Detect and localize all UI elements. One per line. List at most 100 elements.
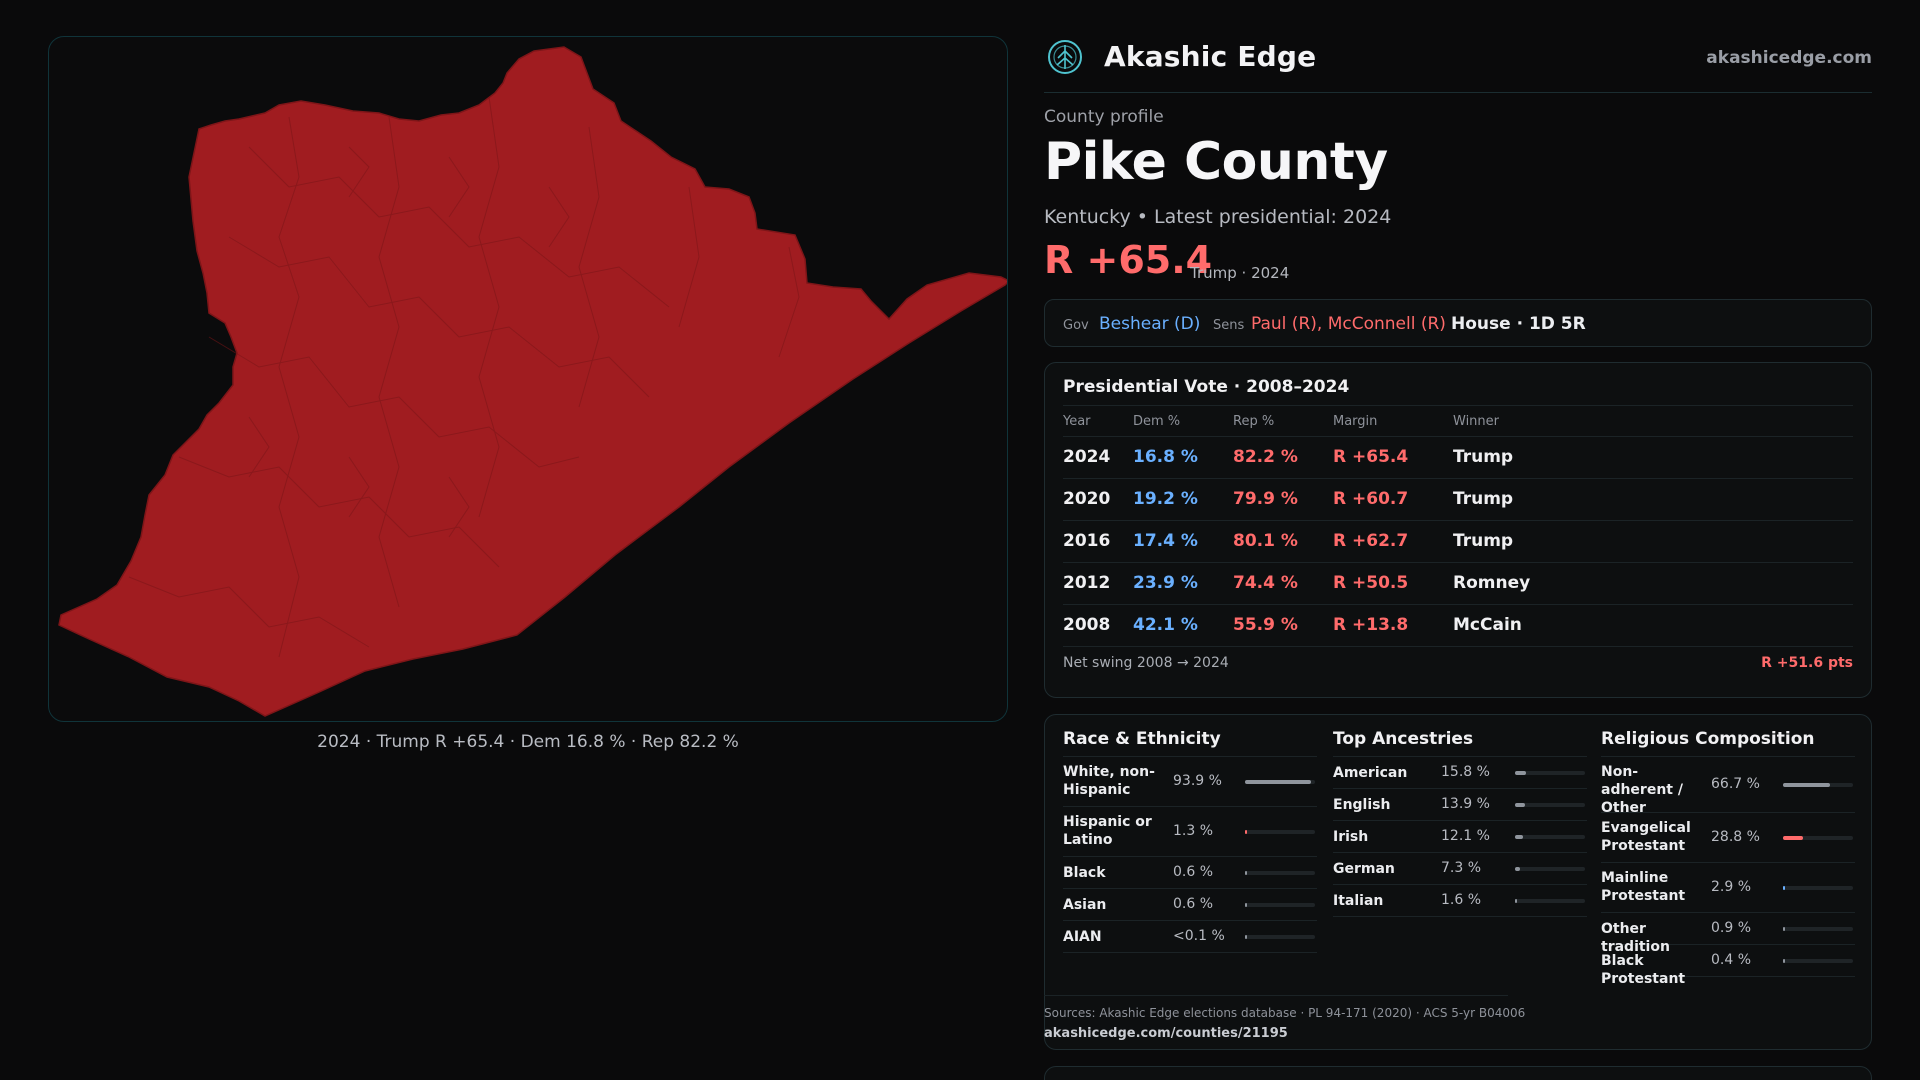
gov-label: Gov: [1063, 318, 1089, 333]
demo-value: 93.9 %: [1173, 773, 1222, 789]
demo-row: Black 0.6 %: [1063, 857, 1317, 889]
demo-row: American 15.8 %: [1333, 757, 1587, 789]
demo-value: 7.3 %: [1441, 860, 1482, 876]
row-year: 2016: [1063, 531, 1111, 551]
demo-value: 15.8 %: [1441, 764, 1490, 780]
demo-row: Non-adherent / Other 66.7 %: [1601, 757, 1855, 816]
brand-name[interactable]: Akashic Edge: [1104, 40, 1317, 73]
demo-value: 0.6 %: [1173, 896, 1214, 912]
house-delegation: House · 1D 5R: [1451, 314, 1586, 334]
demo-row: Hispanic or Latino 1.3 %: [1063, 807, 1317, 857]
ancestry-section: Top Ancestries American 15.8 % English 13.9…: [1333, 729, 1587, 917]
demo-bar-track: [1783, 959, 1853, 963]
row-dem: 19.2 %: [1133, 489, 1198, 509]
table-row: 2012 23.9 % 74.4 % R +50.5 Romney: [1063, 563, 1853, 605]
table-row: 2008 42.1 % 55.9 % R +13.8 McCain: [1063, 605, 1853, 647]
header-dem: Dem %: [1133, 414, 1181, 429]
demo-row: Italian 1.6 %: [1333, 885, 1587, 917]
demo-row: White, non-Hispanic 93.9 %: [1063, 757, 1317, 807]
demo-bar-fill: [1245, 935, 1247, 939]
map-caption: 2024 · Trump R +65.4 · Dem 16.8 % · Rep …: [317, 732, 739, 752]
demo-value: 28.8 %: [1711, 829, 1760, 845]
demo-value: 1.3 %: [1173, 823, 1214, 839]
demo-bar-track: [1783, 927, 1853, 931]
demo-label: English: [1333, 797, 1391, 813]
sens-value: Paul (R), McConnell (R): [1251, 314, 1446, 334]
demo-bar-track: [1245, 935, 1315, 939]
demo-value: 13.9 %: [1441, 796, 1490, 812]
headline-margin: R +65.4: [1044, 238, 1213, 282]
demo-label: AIAN: [1063, 929, 1102, 945]
religion-section: Religious Composition Non-adherent / Oth…: [1601, 729, 1855, 987]
demo-bar-track: [1245, 780, 1315, 784]
header-year: Year: [1063, 414, 1091, 429]
row-winner: Trump: [1453, 531, 1514, 551]
net-swing: Net swing 2008 → 2024 R +51.6 pts: [1063, 655, 1853, 671]
demo-row: Irish 12.1 %: [1333, 821, 1587, 853]
demo-value: <0.1 %: [1173, 928, 1225, 944]
demo-value: 0.4 %: [1711, 952, 1752, 968]
demo-bar-fill: [1245, 780, 1311, 784]
net-swing-label: Net swing 2008 → 2024: [1063, 655, 1229, 671]
precinct-lines: [128, 96, 800, 658]
divider: [1044, 995, 1508, 996]
row-year: 2008: [1063, 615, 1111, 635]
demo-bar-track: [1245, 830, 1315, 834]
demo-label: White, non-Hispanic: [1063, 764, 1155, 798]
demo-label: Black Protestant: [1601, 953, 1686, 987]
demo-value: 12.1 %: [1441, 828, 1490, 844]
table-header: Year Dem % Rep % Margin Winner: [1063, 405, 1853, 437]
row-margin: R +60.7: [1333, 489, 1409, 509]
demo-bar-track: [1515, 771, 1585, 775]
demo-bar-track: [1783, 783, 1853, 787]
row-winner: McCain: [1453, 615, 1522, 635]
row-rep: 74.4 %: [1233, 573, 1298, 593]
demo-row: German 7.3 %: [1333, 853, 1587, 885]
sources-link[interactable]: akashicedge.com/counties/21195: [1044, 1026, 1288, 1041]
demo-row: English 13.9 %: [1333, 789, 1587, 821]
demo-value: 1.6 %: [1441, 892, 1482, 908]
demo-bar-fill: [1783, 836, 1803, 840]
county-map[interactable]: [48, 36, 1008, 722]
next-card: [1044, 1066, 1872, 1080]
tree-of-life-icon[interactable]: [1046, 38, 1084, 76]
demo-label: Black: [1063, 865, 1106, 881]
demo-label: American: [1333, 765, 1408, 781]
demo-value: 66.7 %: [1711, 776, 1760, 792]
demo-row: Asian 0.6 %: [1063, 889, 1317, 921]
demo-bar-fill: [1515, 835, 1523, 839]
demo-value: 0.9 %: [1711, 920, 1752, 936]
demo-bar-track: [1515, 835, 1585, 839]
table-row: 2016 17.4 % 80.1 % R +62.7 Trump: [1063, 521, 1853, 563]
demo-row: Evangelical Protestant 28.8 %: [1601, 813, 1855, 863]
demo-bar-track: [1515, 899, 1585, 903]
row-margin: R +65.4: [1333, 447, 1409, 467]
demo-label: German: [1333, 861, 1395, 877]
religion-title: Religious Composition: [1601, 729, 1855, 757]
demo-bar-track: [1515, 867, 1585, 871]
ancestry-title: Top Ancestries: [1333, 729, 1587, 757]
pike-county-shape[interactable]: [58, 46, 1008, 717]
demo-row: AIAN <0.1 %: [1063, 921, 1317, 953]
row-year: 2024: [1063, 447, 1111, 467]
row-dem: 17.4 %: [1133, 531, 1198, 551]
row-dem: 16.8 %: [1133, 447, 1198, 467]
demo-bar-fill: [1245, 871, 1247, 875]
demo-label: Irish: [1333, 829, 1369, 845]
county-map-svg: [58, 46, 1008, 717]
row-margin: R +13.8: [1333, 615, 1409, 635]
demo-label: Non-adherent / Other: [1601, 764, 1683, 816]
demo-bar-fill: [1245, 830, 1247, 834]
row-winner: Trump: [1453, 447, 1514, 467]
demo-bar-track: [1783, 836, 1853, 840]
sources-note: Sources: Akashic Edge elections database…: [1044, 1006, 1526, 1020]
brand-url[interactable]: akashicedge.com: [1706, 48, 1872, 68]
header-margin: Margin: [1333, 414, 1378, 429]
divider: [1044, 92, 1872, 93]
demo-label: Italian: [1333, 893, 1384, 909]
officials-bar: Gov Beshear (D) Sens Paul (R), McConnell…: [1044, 299, 1872, 347]
header-winner: Winner: [1453, 414, 1500, 429]
demo-row: Other tradition 0.9 %: [1601, 913, 1855, 955]
demo-bar-fill: [1245, 903, 1247, 907]
demo-label: Mainline Protestant: [1601, 870, 1686, 904]
